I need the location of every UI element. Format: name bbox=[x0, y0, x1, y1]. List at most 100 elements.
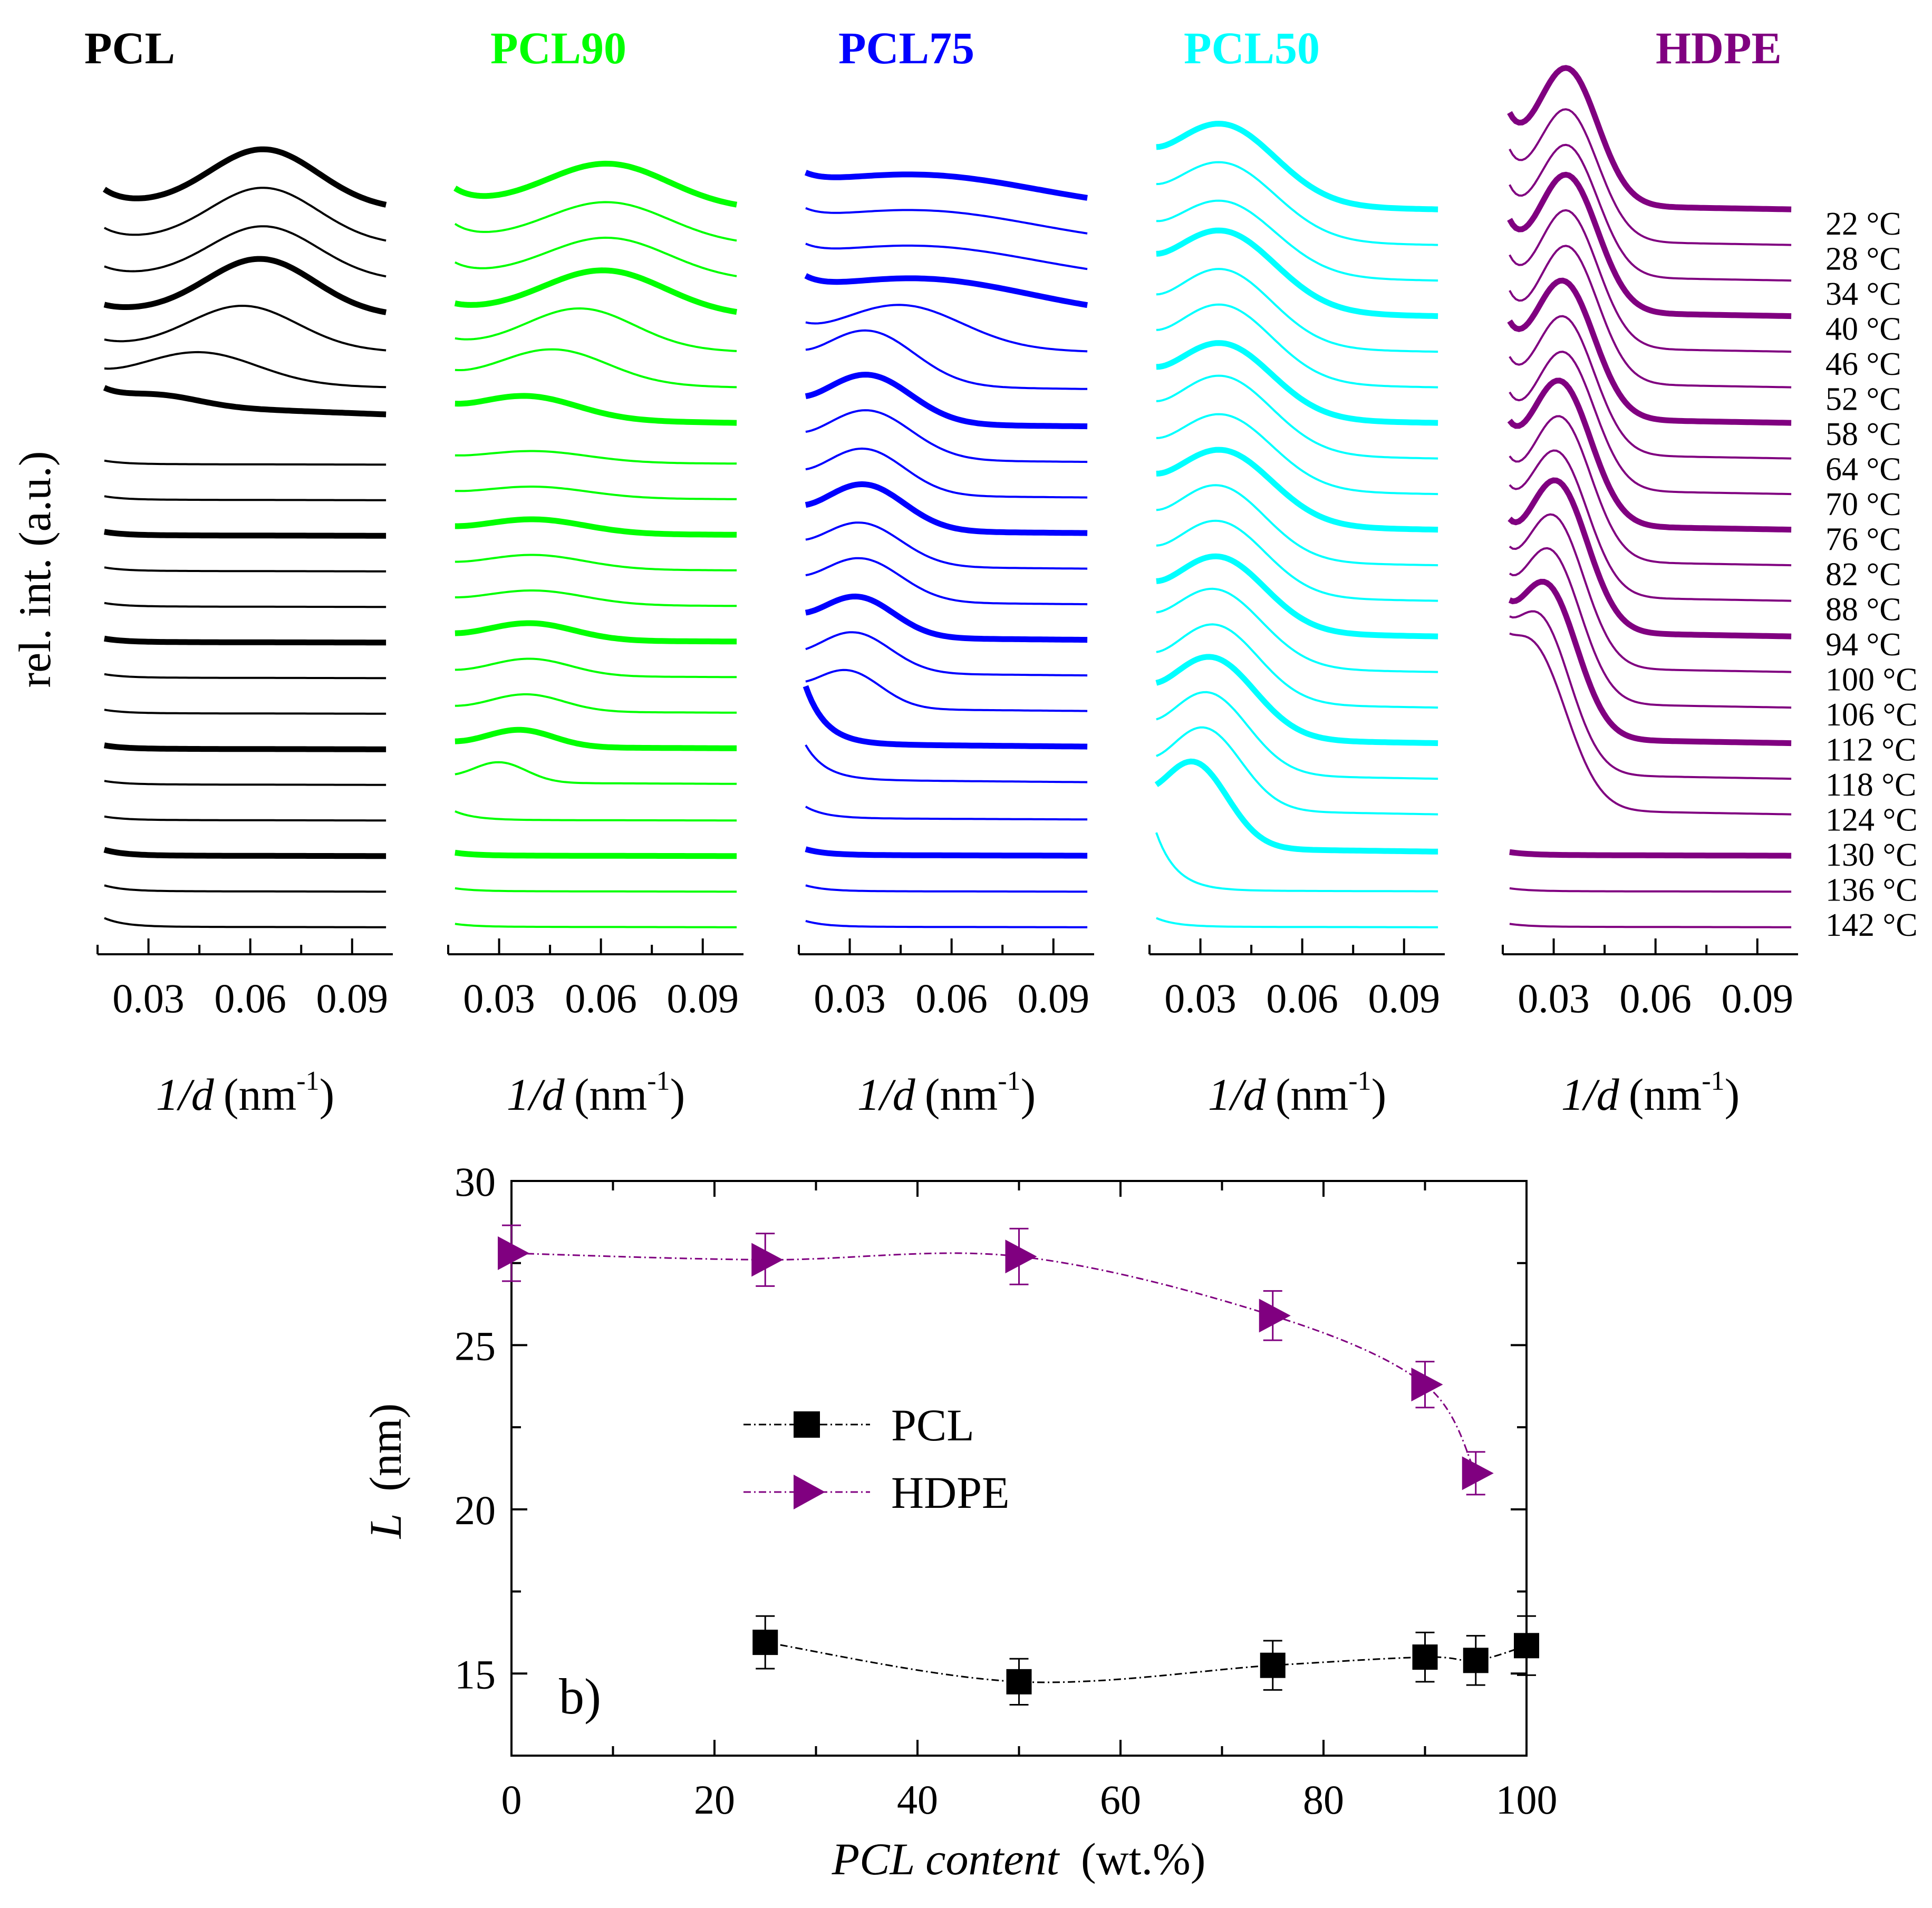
curve-pcl90-136c bbox=[455, 887, 737, 893]
curve-pcl-76c bbox=[103, 529, 387, 539]
x-title-exponent: -1 bbox=[998, 1066, 1020, 1096]
b-point-hdpe bbox=[1259, 1299, 1291, 1333]
x-title-italic: 1/d bbox=[1561, 1069, 1620, 1120]
curve-pcl50-46c bbox=[1156, 268, 1438, 353]
waterfall-tick-label: 0.06 bbox=[214, 975, 286, 1021]
curve-pcl75-124c bbox=[805, 806, 1088, 821]
waterfall-tick-label: 0.03 bbox=[112, 975, 185, 1021]
curve-pcl90-118c bbox=[455, 761, 737, 785]
curve-pcl90-124c bbox=[455, 810, 737, 822]
curve-hdpe-70c bbox=[1509, 351, 1792, 496]
curve-pcl90-28c bbox=[454, 201, 737, 242]
curve-pcl75-100c bbox=[805, 631, 1088, 677]
waterfall-y-axis-title: rel. int. (a.u.) bbox=[9, 451, 60, 688]
curve-hdpe-58c bbox=[1507, 277, 1792, 426]
waterfall-tick-label: 0.09 bbox=[316, 975, 389, 1021]
curve-pcl-52c bbox=[104, 351, 387, 389]
temperature-label: 46 °C bbox=[1825, 346, 1901, 382]
temperature-label: 34 °C bbox=[1825, 276, 1901, 312]
curve-pcl50-118c bbox=[1156, 691, 1438, 780]
x-title-italic: 1/d bbox=[156, 1069, 215, 1120]
curve-hdpe-76c bbox=[1507, 377, 1792, 533]
curve-pcl50-124c bbox=[1156, 726, 1438, 816]
curve-pcl75-46c bbox=[805, 304, 1088, 353]
curve-pcl-136c bbox=[104, 884, 387, 893]
temperature-label: 88 °C bbox=[1825, 592, 1901, 628]
b-series bbox=[498, 1224, 1539, 1706]
curve-pcl-94c bbox=[103, 635, 387, 646]
b-point-hdpe bbox=[751, 1243, 784, 1277]
panel-title-hdpe: HDPE bbox=[1656, 23, 1782, 73]
b-x-tick-label: 80 bbox=[1303, 1777, 1344, 1823]
curve-pcl50-112c bbox=[1155, 654, 1438, 747]
curve-pcl-100c bbox=[104, 673, 387, 680]
b-line-hdpe bbox=[511, 1252, 1477, 1474]
b-point-pcl bbox=[1260, 1652, 1286, 1678]
curve-pcl90-64c bbox=[455, 450, 737, 465]
curve-pcl50-22c bbox=[1156, 121, 1438, 212]
waterfall-axes: 0.03 0.06 0.091/d (nm-1)0.03 0.06 0.091/d (nm-… bbox=[96, 938, 1798, 1120]
waterfall-x-axis-title: 1/d (nm-1) bbox=[857, 1066, 1036, 1120]
curve-pcl50-142c bbox=[1156, 917, 1438, 928]
b-y-tick-label: 30 bbox=[455, 1159, 496, 1205]
x-title-close: ) bbox=[670, 1069, 685, 1120]
curve-pcl50-130c bbox=[1154, 758, 1438, 855]
b-x-axis-title: PCL content (wt.%) bbox=[832, 1834, 1206, 1884]
x-title-close: ) bbox=[1725, 1069, 1740, 1120]
waterfall-tick-label: 0.03 bbox=[1164, 975, 1237, 1021]
curve-pcl-124c bbox=[104, 815, 387, 822]
temperature-label: 142 °C bbox=[1825, 907, 1918, 943]
curve-pcl50-100c bbox=[1156, 587, 1438, 673]
b-y-tick-label: 25 bbox=[455, 1323, 496, 1369]
curve-pcl90-52c bbox=[455, 348, 737, 389]
curve-pcl90-94c bbox=[455, 620, 737, 645]
waterfall-x-axis-title: 1/d (nm-1) bbox=[156, 1066, 334, 1120]
curve-pcl-46c bbox=[104, 304, 387, 352]
curve-hdpe-118c bbox=[1509, 610, 1792, 780]
temperature-label: 106 °C bbox=[1825, 697, 1918, 733]
curve-hdpe-52c bbox=[1509, 245, 1792, 389]
curve-hdpe-28c bbox=[1509, 108, 1792, 246]
b-x-tick-label: 0 bbox=[501, 1777, 522, 1823]
waterfall-curves bbox=[102, 65, 1792, 928]
x-title-unit: (nm bbox=[925, 1069, 998, 1120]
temperature-label: 70 °C bbox=[1825, 487, 1901, 522]
temperature-label: 124 °C bbox=[1825, 802, 1918, 838]
temperature-label: 82 °C bbox=[1825, 557, 1901, 593]
curve-pcl-28c bbox=[103, 187, 387, 242]
curve-hdpe-94c bbox=[1508, 477, 1792, 640]
curve-hdpe-46c bbox=[1509, 209, 1792, 353]
waterfall-tick-label: 0.03 bbox=[463, 975, 535, 1021]
b-point-pcl bbox=[1514, 1633, 1539, 1659]
waterfall-tick-label: 0.09 bbox=[667, 975, 739, 1021]
waterfall-tick-label: 0.09 bbox=[1018, 975, 1090, 1021]
curve-pcl90-100c bbox=[455, 657, 737, 679]
b-point-pcl bbox=[1006, 1669, 1032, 1694]
x-title-italic: 1/d bbox=[857, 1069, 916, 1120]
curve-pcl-118c bbox=[104, 780, 387, 786]
curve-pcl75-142c bbox=[805, 919, 1088, 928]
curve-pcl90-34c bbox=[455, 236, 737, 277]
waterfall-tick-label: 0.03 bbox=[814, 975, 886, 1021]
x-title-unit: (nm bbox=[1629, 1069, 1702, 1120]
curve-pcl-142c bbox=[104, 917, 387, 928]
b-point-hdpe bbox=[498, 1236, 529, 1271]
curve-pcl-70c bbox=[104, 495, 387, 501]
curve-hdpe-124c bbox=[1509, 632, 1792, 816]
b-point-hdpe bbox=[1005, 1239, 1037, 1274]
panel-title-pcl50: PCL50 bbox=[1184, 23, 1320, 73]
curve-hdpe-22c bbox=[1507, 65, 1792, 212]
curve-pcl-130c bbox=[103, 847, 387, 859]
curve-pcl90-58c bbox=[455, 393, 737, 426]
curve-pcl90-40c bbox=[454, 267, 738, 315]
temperature-labels: 22 °C28 °C34 °C40 °C46 °C52 °C58 °C64 °C… bbox=[1825, 206, 1918, 943]
b-x-tick-label: 20 bbox=[694, 1777, 735, 1823]
curve-hdpe-112c bbox=[1508, 578, 1792, 747]
x-title-close: ) bbox=[1371, 1069, 1387, 1120]
b-x-tick-label: 40 bbox=[897, 1777, 938, 1823]
legend-pcl-label: PCL bbox=[891, 1400, 974, 1450]
b-point-hdpe bbox=[1411, 1368, 1443, 1402]
curve-pcl75-76c bbox=[805, 481, 1088, 536]
temperature-label: 136 °C bbox=[1825, 873, 1918, 908]
